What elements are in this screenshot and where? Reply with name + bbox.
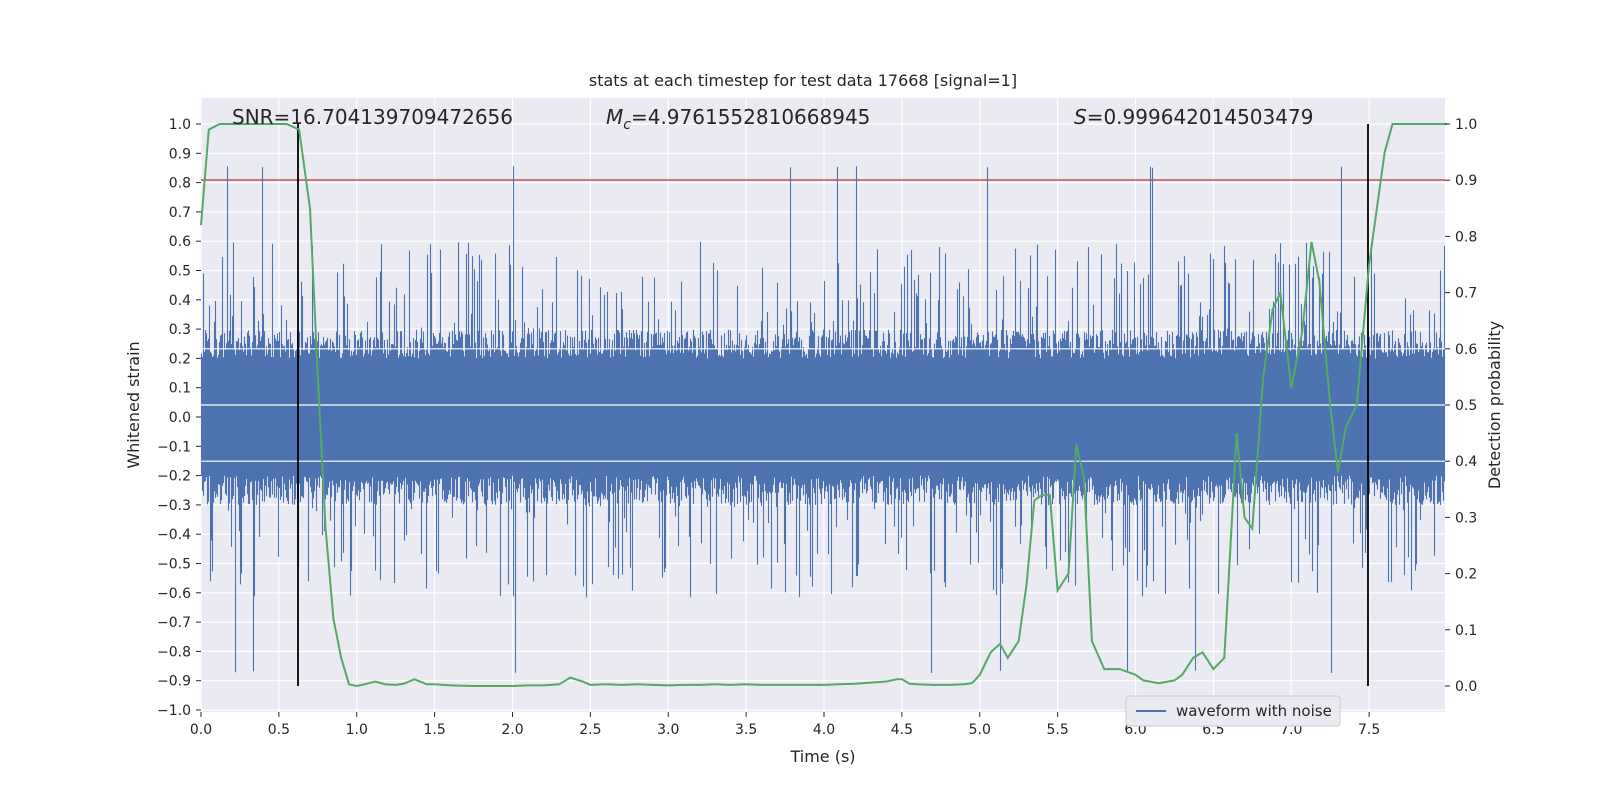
y-left-tick-label: 0.3: [169, 322, 191, 338]
y-left-tick-label: 0.9: [169, 146, 191, 162]
snr-annotation: SNR=16.704139709472656: [232, 105, 513, 129]
y-left-tick-label: 0.0: [169, 410, 191, 426]
x-tick-label: 3.0: [657, 722, 679, 738]
legend-label-waveform: waveform with noise: [1176, 702, 1332, 720]
x-tick-label: 7.5: [1358, 722, 1380, 738]
y-left-tick-label: −1.0: [157, 703, 191, 719]
y-axis-right-label: Detection probability: [1485, 321, 1504, 489]
y-axis-left: 1.0 0.9 0.8 0.7 0.6 0.5 0.4 0.3 0.2 0.1 0.0 −0.1 −0.…: [157, 117, 201, 719]
y-left-tick-label: −0.3: [157, 498, 191, 514]
y-left-tick-label: −0.8: [157, 644, 191, 660]
y-left-tick-label: 0.6: [169, 234, 191, 250]
x-tick-label: 2.5: [579, 722, 601, 738]
waveform-band: [201, 358, 1445, 476]
y-right-tick-label: 0.0: [1455, 679, 1477, 695]
y-left-tick-label: 0.8: [169, 176, 191, 192]
y-right-tick-label: 0.2: [1455, 567, 1477, 583]
y-axis-right: 1.0 0.9 0.8 0.7 0.6 0.5 0.4 0.3 0.2 0.1 0.0: [1445, 117, 1477, 695]
y-right-tick-label: 0.5: [1455, 398, 1477, 414]
y-left-tick-label: 0.1: [169, 381, 191, 397]
y-right-tick-label: 0.6: [1455, 342, 1477, 358]
y-left-tick-label: 0.2: [169, 351, 191, 367]
x-tick-label: 1.0: [346, 722, 368, 738]
x-tick-label: 2.0: [501, 722, 523, 738]
y-right-tick-label: 0.3: [1455, 510, 1477, 526]
x-axis-label: Time (s): [789, 747, 855, 766]
y-right-tick-label: 1.0: [1455, 117, 1477, 133]
y-right-tick-label: 0.7: [1455, 286, 1477, 302]
y-left-tick-label: −0.5: [157, 557, 191, 573]
chart-title: stats at each timestep for test data 176…: [589, 71, 1017, 90]
y-right-tick-label: 0.9: [1455, 173, 1477, 189]
x-tick-label: 3.5: [735, 722, 757, 738]
waveform-series: [200, 166, 1446, 673]
legend-box: [1125, 695, 1341, 727]
y-left-tick-label: 0.7: [169, 205, 191, 221]
x-tick-label: 4.0: [813, 722, 835, 738]
y-right-tick-label: 0.1: [1455, 623, 1477, 639]
x-tick-label: 5.0: [969, 722, 991, 738]
x-tick-label: 0.0: [190, 722, 212, 738]
y-left-tick-label: −0.9: [157, 674, 191, 690]
legend: waveform with noise: [1125, 695, 1341, 727]
y-left-tick-label: 0.4: [169, 293, 191, 309]
mc-annotation: Mc=4.9761552810668945: [606, 105, 870, 133]
y-right-tick-label: 0.8: [1455, 229, 1477, 245]
y-left-tick-label: 1.0: [169, 117, 191, 133]
y-left-tick-label: −0.6: [157, 586, 191, 602]
x-tick-label: 0.5: [268, 722, 290, 738]
y-left-tick-label: −0.1: [157, 439, 191, 455]
x-tick-label: 1.5: [423, 722, 445, 738]
y-left-tick-label: 0.5: [169, 264, 191, 280]
y-left-tick-label: −0.7: [157, 615, 191, 631]
x-tick-label: 4.5: [891, 722, 913, 738]
x-tick-label: 5.5: [1046, 722, 1068, 738]
probability-series: [200, 123, 1447, 688]
y-right-tick-label: 0.4: [1455, 454, 1477, 470]
y-left-tick-label: −0.4: [157, 527, 191, 543]
s-annotation: S=0.999642014503479: [1074, 105, 1313, 129]
y-left-tick-label: −0.2: [157, 469, 191, 485]
y-axis-left-label: Whitened strain: [124, 341, 143, 468]
